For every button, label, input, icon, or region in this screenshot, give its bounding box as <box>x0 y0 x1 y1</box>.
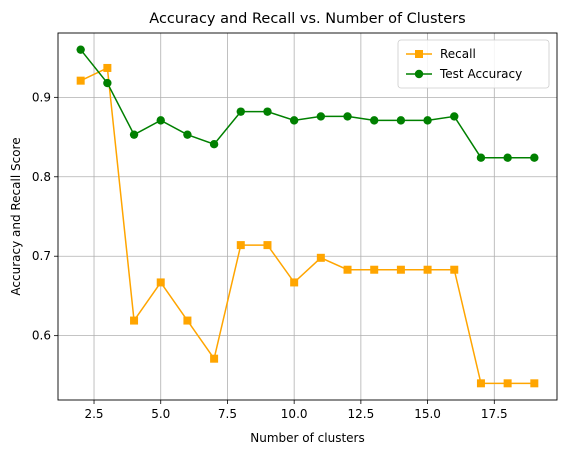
legend-frame <box>397 39 550 89</box>
data-point <box>263 241 272 250</box>
data-point <box>396 116 406 125</box>
data-point <box>423 265 432 274</box>
x-tick-label: 10.0 <box>281 407 308 421</box>
x-tick-label: 5.0 <box>151 407 170 421</box>
series-layer <box>76 45 539 388</box>
data-point <box>209 140 219 149</box>
data-point <box>450 265 459 274</box>
data-point <box>316 112 326 121</box>
chart-title: Accuracy and Recall vs. Number of Cluste… <box>149 11 465 27</box>
data-point <box>236 241 245 250</box>
data-point <box>476 379 485 388</box>
legend-marker <box>415 50 423 58</box>
data-point <box>236 107 245 116</box>
data-point <box>263 107 272 116</box>
data-point <box>289 116 299 125</box>
x-tick-label: 15.0 <box>414 407 441 421</box>
y-tick-label: 0.9 <box>32 90 51 104</box>
data-point <box>183 316 192 325</box>
data-point <box>290 278 299 287</box>
y-tick-label: 0.6 <box>32 329 51 343</box>
grid-lines <box>58 33 557 400</box>
data-point <box>103 63 112 72</box>
data-point <box>370 265 379 274</box>
x-axis: 2.5 5.0 7.5 10.0 12.5 15.0 17.5 <box>84 400 508 421</box>
data-point <box>129 130 139 139</box>
series-line <box>80 49 535 159</box>
series-line <box>80 66 535 385</box>
legend-label: Recall <box>440 47 476 61</box>
data-point <box>316 253 325 262</box>
data-point <box>503 153 512 162</box>
y-tick-label: 0.8 <box>32 170 51 184</box>
data-point <box>130 316 139 325</box>
y-tick-label: 0.7 <box>32 249 51 263</box>
x-axis-label: Number of clusters <box>250 431 364 445</box>
data-point <box>156 116 165 125</box>
series-recall <box>76 63 539 388</box>
x-tick-label: 7.5 <box>218 407 237 421</box>
data-point <box>210 354 219 363</box>
plot-frame <box>57 32 558 401</box>
data-point <box>343 265 352 274</box>
legend-item: Recall <box>406 47 476 61</box>
y-axis-label: Accuracy and Recall Score <box>9 137 23 295</box>
data-point <box>183 130 192 139</box>
data-point <box>423 116 432 125</box>
legend: Recall Test Accuracy <box>397 39 550 89</box>
data-point <box>76 45 85 54</box>
data-point <box>476 153 486 162</box>
data-point <box>503 379 512 388</box>
x-tick-label: 17.5 <box>481 407 508 421</box>
data-point <box>450 112 459 121</box>
series-test-accuracy <box>76 45 539 162</box>
data-point <box>396 265 405 274</box>
data-point <box>530 153 539 162</box>
legend-label: Test Accuracy <box>439 67 522 81</box>
data-point <box>103 78 112 88</box>
y-axis: 0.6 0.7 0.8 0.9 <box>32 90 58 343</box>
legend-marker <box>414 69 424 79</box>
data-point <box>76 76 85 85</box>
x-tick-label: 2.5 <box>84 407 103 421</box>
x-tick-label: 12.5 <box>348 407 375 421</box>
data-point <box>530 379 539 388</box>
data-point <box>370 116 379 125</box>
data-point <box>343 112 352 121</box>
data-point <box>156 278 165 287</box>
legend-item: Test Accuracy <box>406 67 522 81</box>
